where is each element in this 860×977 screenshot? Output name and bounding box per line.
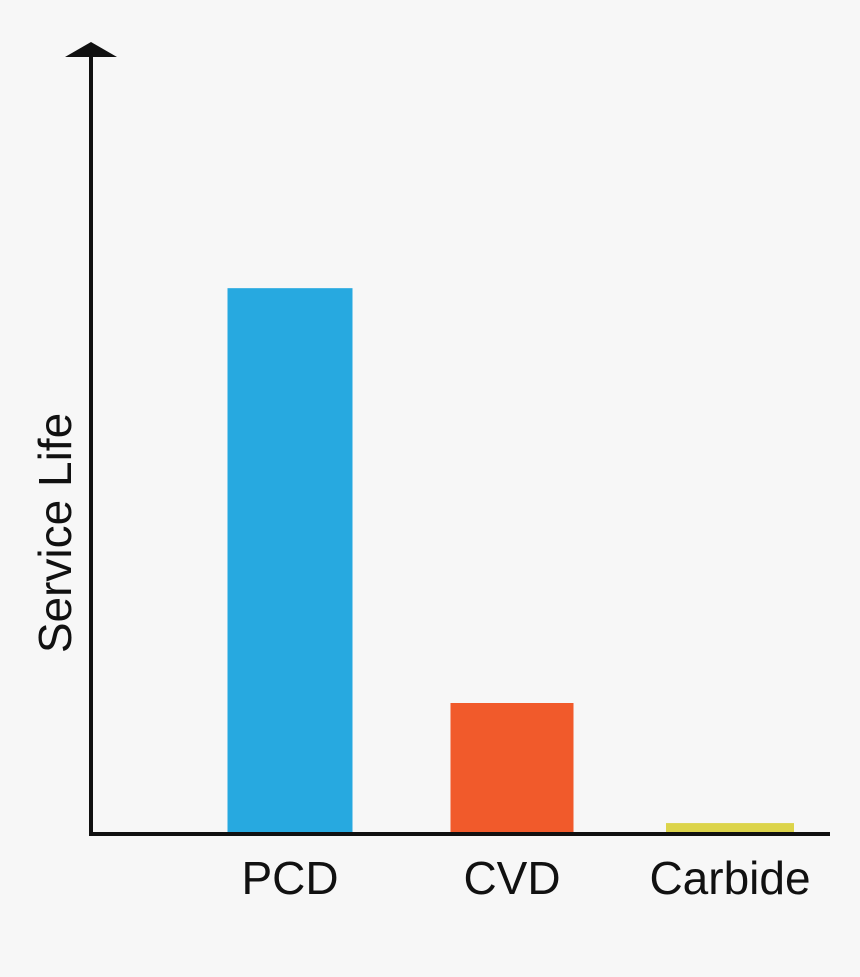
y-axis-arrowhead: [65, 42, 117, 57]
x-tick-label-cvd: CVD: [463, 852, 560, 904]
x-tick-labels: PCD CVD Carbide: [241, 852, 810, 904]
bar-carbide: [666, 823, 794, 834]
x-tick-label-pcd: PCD: [241, 852, 338, 904]
bar-cvd: [450, 703, 574, 834]
y-axis-label: Service Life: [29, 413, 81, 653]
bars-group: [227, 288, 794, 835]
x-tick-label-carbide: Carbide: [649, 852, 810, 904]
bar-pcd: [227, 288, 353, 835]
